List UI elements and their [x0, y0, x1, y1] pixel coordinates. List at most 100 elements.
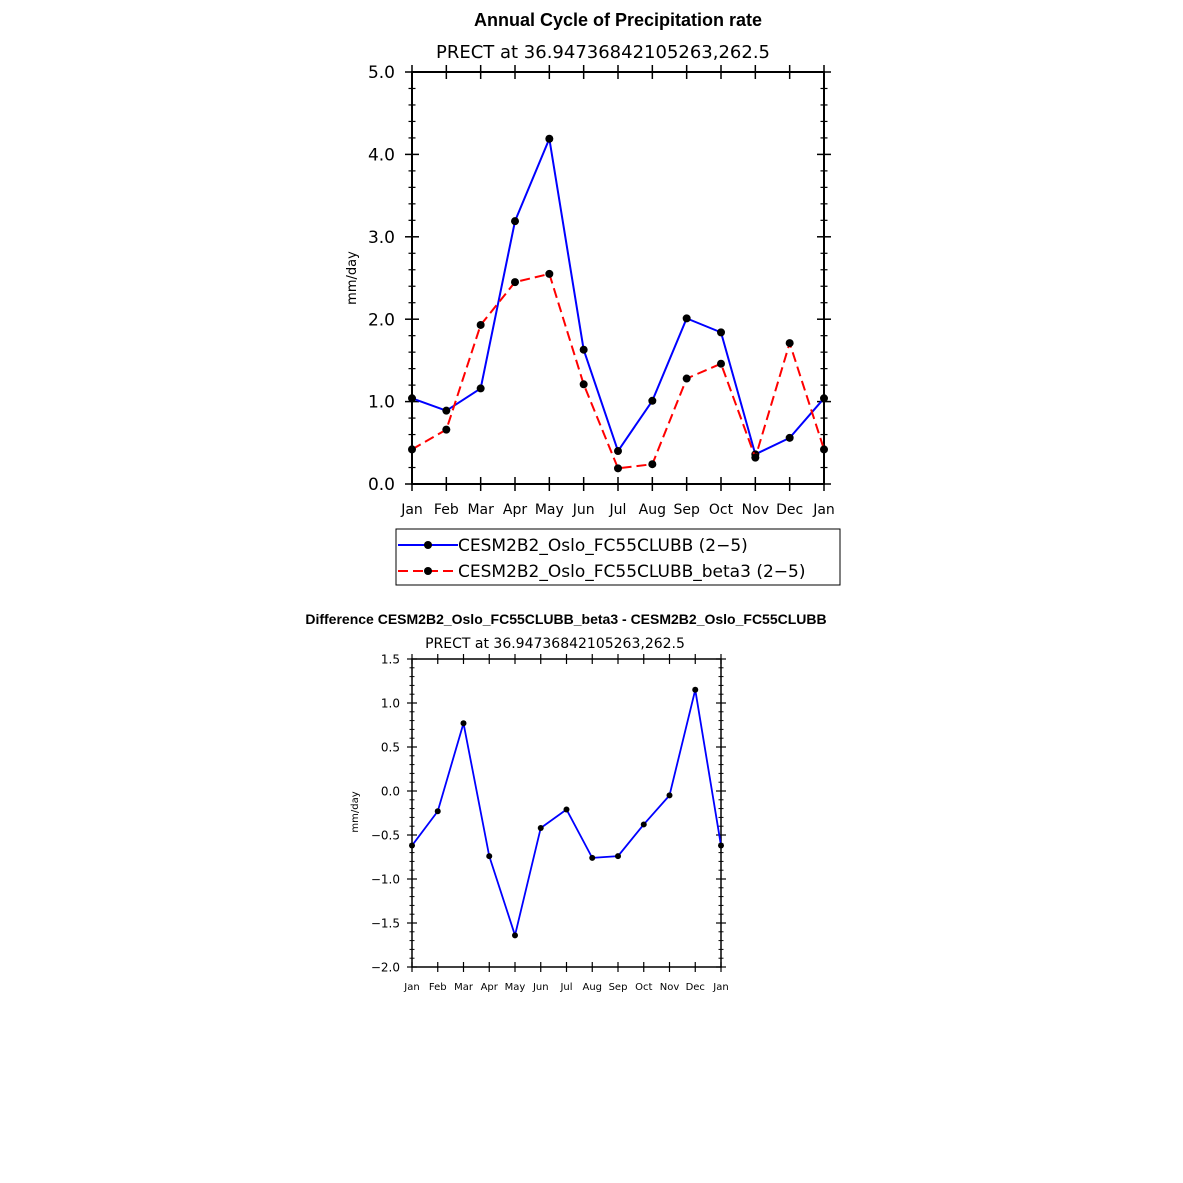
legend-entry-label: CESM2B2_Oslo_FC55CLUBB_beta3 (2−5): [458, 562, 805, 582]
y-axis-label: mm/day: [345, 251, 360, 305]
data-point: [434, 808, 441, 815]
data-point: [648, 460, 657, 469]
chart-subtitle: PRECT at 36.94736842105263,262.5: [425, 636, 685, 652]
data-point: [408, 394, 416, 403]
x-tick-label: Feb: [429, 982, 447, 993]
legend: CESM2B2_Oslo_FC55CLUBB (2−5) CESM2B2_Oslo…: [395, 528, 841, 586]
annual-cycle-chart: Annual Cycle of Precipitation rate PRECT…: [345, 10, 841, 586]
data-point: [512, 932, 518, 939]
data-point: [409, 842, 415, 849]
data-point: [563, 806, 570, 813]
data-point: [537, 824, 544, 831]
x-tick-label: Feb: [434, 502, 459, 518]
data-point: [545, 134, 554, 143]
data-point: [785, 433, 794, 442]
y-tick-label: 3.0: [368, 228, 395, 248]
data-point: [820, 394, 828, 403]
data-point: [717, 328, 725, 337]
x-tick-label: May: [505, 982, 526, 993]
difference-chart: Difference CESM2B2_Oslo_FC55CLUBB_beta3 …: [305, 611, 826, 993]
data-point: [640, 821, 647, 828]
y-tick-label: 1.5: [381, 652, 400, 666]
y-tick-label: 1.0: [368, 393, 395, 413]
y-tick-label: −2.0: [371, 960, 400, 974]
y-tick-label: 0.0: [381, 784, 400, 798]
y-tick-label: 0.5: [381, 740, 400, 754]
x-tick-label: Mar: [454, 982, 474, 993]
legend-marker: [424, 541, 432, 549]
y-tick-label: 5.0: [368, 63, 395, 83]
y-tick-label: −0.5: [371, 828, 400, 842]
data-point: [579, 380, 588, 389]
x-tick-label: Jul: [609, 502, 627, 518]
x-tick-label: Jul: [559, 982, 572, 993]
legend-box: [395, 528, 841, 586]
data-point: [589, 854, 596, 861]
x-tick-label: Jan: [400, 502, 423, 518]
data-point: [442, 406, 451, 415]
data-point: [682, 374, 691, 383]
x-tick-label: Jan: [812, 502, 835, 518]
x-tick-label: Aug: [639, 502, 666, 518]
plot-area: −2.0 −1.5 −1.0 −0.5 0.0 0.5 1.0 1.5 Jan Feb Mar Apr…: [371, 652, 729, 993]
x-tick-label: Oct: [709, 502, 734, 518]
x-tick-label: May: [535, 502, 564, 518]
plot-frame: [411, 658, 722, 968]
data-point: [666, 792, 673, 799]
y-tick-label: 0.0: [368, 475, 395, 495]
data-point: [511, 217, 519, 226]
x-tick-label: Mar: [467, 502, 494, 518]
plot-area: 0.0 1.0 2.0 3.0 4.0 5.0 Jan Feb Mar Apr May Jun Jul A…: [368, 63, 835, 518]
chart-subtitle: PRECT at 36.94736842105263,262.5: [436, 42, 770, 63]
data-point: [614, 447, 622, 456]
data-point: [476, 384, 485, 393]
data-point: [820, 445, 828, 454]
legend-marker: [424, 567, 432, 575]
data-point: [476, 320, 485, 329]
y-axis-label: mm/day: [350, 791, 361, 832]
series-line-1: [411, 688, 722, 937]
series-line-2: [411, 272, 825, 470]
x-tick-label: Aug: [582, 982, 602, 993]
legend-entry-label: CESM2B2_Oslo_FC55CLUBB (2−5): [458, 536, 748, 556]
plot-frame: [411, 71, 825, 485]
data-point: [648, 396, 657, 405]
y-tick-label: 1.0: [381, 696, 400, 710]
x-tick-label: Sep: [673, 502, 700, 518]
x-tick-label: Dec: [776, 502, 803, 518]
y-tick-label: −1.0: [371, 872, 400, 886]
data-point: [579, 345, 588, 354]
data-point: [460, 720, 467, 727]
x-tick-label: Nov: [742, 502, 769, 518]
x-tick-label: Apr: [481, 982, 499, 993]
data-point: [751, 453, 760, 462]
y-tick-label: 4.0: [368, 146, 395, 166]
data-point: [486, 853, 493, 860]
chart-title: Difference CESM2B2_Oslo_FC55CLUBB_beta3 …: [305, 611, 826, 627]
x-tick-label: Nov: [660, 982, 680, 993]
series-line-1: [411, 137, 825, 456]
data-point: [717, 359, 725, 368]
x-tick-label: Jan: [403, 982, 419, 993]
x-tick-label: Apr: [503, 502, 527, 518]
data-point: [511, 278, 519, 287]
y-tick-label: −1.5: [371, 916, 400, 930]
data-point: [545, 269, 554, 278]
data-point: [682, 314, 691, 323]
data-point: [692, 686, 699, 693]
x-tick-label: Dec: [686, 982, 705, 993]
data-point: [614, 464, 622, 473]
x-tick-label: Jun: [532, 982, 549, 993]
data-point: [615, 853, 621, 860]
x-tick-label: Sep: [609, 982, 628, 993]
data-point: [408, 445, 416, 454]
x-tick-label: Jun: [572, 502, 595, 518]
data-point: [442, 425, 451, 434]
data-point: [718, 842, 724, 849]
data-point: [785, 339, 794, 348]
chart-title: Annual Cycle of Precipitation rate: [474, 10, 762, 30]
y-tick-label: 2.0: [368, 310, 395, 330]
x-tick-label: Oct: [635, 982, 652, 993]
x-tick-label: Jan: [712, 982, 728, 993]
